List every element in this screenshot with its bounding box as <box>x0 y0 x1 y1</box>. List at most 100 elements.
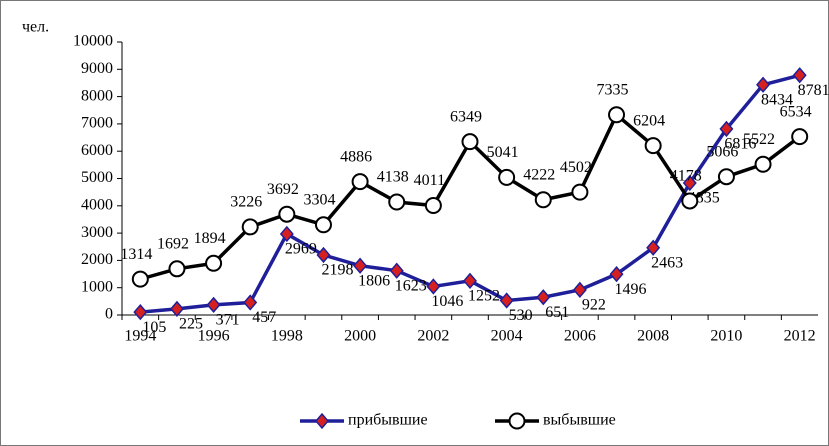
y-tick-label: 10000 <box>73 33 113 50</box>
data-label: 5522 <box>743 131 775 148</box>
point <box>608 106 626 124</box>
data-label: 6534 <box>780 103 812 120</box>
point <box>206 296 221 314</box>
x-tick-label: 2010 <box>710 328 742 345</box>
point <box>644 137 662 155</box>
y-tick-label: 8000 <box>81 87 113 104</box>
point <box>314 216 332 234</box>
x-tick-label: 1994 <box>124 328 156 345</box>
point <box>278 205 296 223</box>
point <box>609 266 624 283</box>
x-tick-label: 2000 <box>344 328 376 345</box>
data-label: 530 <box>509 307 533 324</box>
y-tick-label: 6000 <box>81 142 113 159</box>
data-label: 4222 <box>523 166 555 183</box>
data-label: 371 <box>216 312 240 329</box>
y-tick-label: 5000 <box>81 169 113 186</box>
y-tick-label: 1000 <box>81 278 113 295</box>
legend-label: прибывшие <box>348 412 428 429</box>
x-tick-label: 1996 <box>198 328 230 345</box>
data-label: 6816 <box>724 136 756 153</box>
y-tick-label: 9000 <box>81 60 113 77</box>
data-label: 6349 <box>450 108 482 125</box>
y-tick-label: 3000 <box>81 224 113 241</box>
point <box>571 183 589 201</box>
point <box>792 67 807 84</box>
data-label: 922 <box>582 297 606 314</box>
data-label: 2969 <box>285 241 317 258</box>
point <box>646 239 661 256</box>
point <box>534 191 552 209</box>
data-label: 4178 <box>670 168 702 185</box>
point <box>572 281 587 298</box>
data-label: 2463 <box>651 254 683 271</box>
data-label: 1692 <box>157 235 189 252</box>
point <box>463 272 477 289</box>
data-label: 8434 <box>761 91 793 108</box>
data-label: 4886 <box>340 148 372 165</box>
y-unit: чел. <box>22 19 49 36</box>
x-tick-label: 2012 <box>784 328 816 345</box>
y-tick-label: 7000 <box>81 115 113 132</box>
data-label: 5066 <box>706 143 738 160</box>
data-label: 1623 <box>395 277 427 294</box>
point <box>719 120 734 138</box>
data-label: 4138 <box>377 169 409 186</box>
legend-label: выбывшие <box>543 412 616 429</box>
data-label: 1894 <box>194 230 226 247</box>
point <box>681 192 699 210</box>
data-label: 3304 <box>303 191 335 208</box>
point <box>498 168 516 186</box>
data-label: 2198 <box>321 262 353 279</box>
data-label: 7335 <box>597 81 629 98</box>
y-tick-label: 4000 <box>81 196 113 213</box>
x-tick-label: 2008 <box>637 328 669 345</box>
point <box>316 246 331 264</box>
point <box>756 76 771 93</box>
point <box>169 300 184 318</box>
point <box>791 128 809 146</box>
point <box>717 168 735 186</box>
x-tick-label: 2006 <box>564 328 596 345</box>
point <box>243 294 258 311</box>
point <box>279 225 294 243</box>
point <box>241 218 259 236</box>
point <box>426 278 441 295</box>
y-tick-label: 2000 <box>81 251 113 268</box>
y-tick-label: 0 <box>105 306 113 323</box>
data-label: 1314 <box>120 246 152 263</box>
x-tick-label: 1998 <box>271 328 303 345</box>
point <box>499 292 514 309</box>
data-label: 6204 <box>633 112 665 129</box>
data-label: 105 <box>142 319 166 336</box>
point <box>754 155 772 173</box>
data-label: 5041 <box>487 144 519 161</box>
data-label: 651 <box>545 304 569 321</box>
data-label: 1806 <box>358 272 390 289</box>
data-label: 1046 <box>431 293 463 310</box>
point <box>131 270 149 288</box>
point <box>388 193 406 211</box>
point <box>536 289 551 306</box>
point <box>351 173 369 191</box>
data-label: 3226 <box>230 194 262 211</box>
point <box>389 262 404 279</box>
x-tick-label: 2002 <box>417 328 449 345</box>
data-label: 3692 <box>267 181 299 198</box>
point <box>461 133 479 151</box>
legend-marker <box>315 412 329 430</box>
point <box>168 260 186 278</box>
data-label: 1496 <box>615 281 647 298</box>
data-label: 8781 <box>798 82 829 99</box>
legend-marker <box>508 412 526 430</box>
data-label: 225 <box>179 316 203 333</box>
point <box>424 196 442 214</box>
data-label: 457 <box>252 309 276 326</box>
data-label: 1252 <box>468 287 500 304</box>
point <box>133 303 148 321</box>
x-tick-label: 2004 <box>491 328 523 345</box>
point <box>353 257 368 274</box>
data-label: 4011 <box>414 172 445 189</box>
